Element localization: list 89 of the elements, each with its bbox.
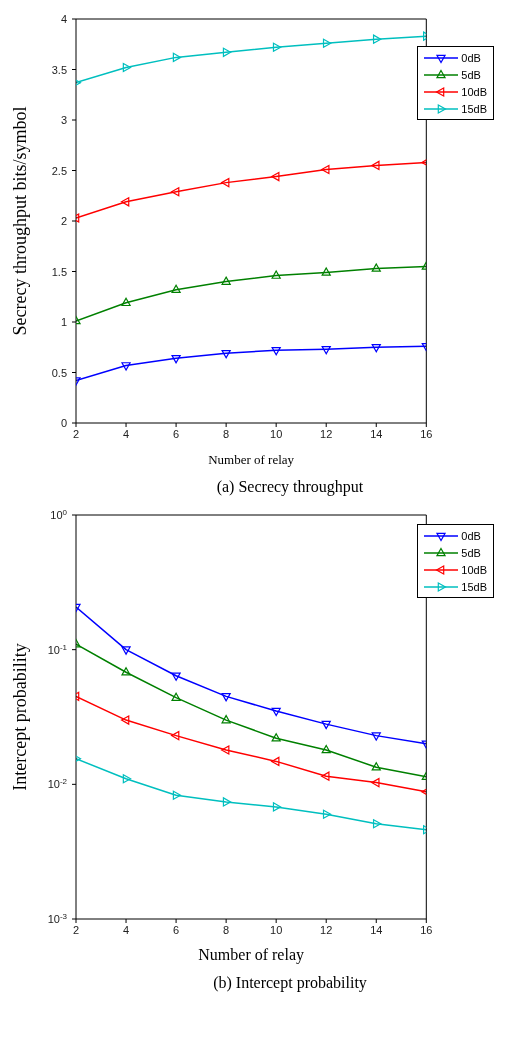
point — [271, 171, 280, 182]
point — [321, 164, 330, 175]
x-axis-title: Number of relay — [208, 452, 295, 467]
x-tick-label: 4 — [122, 923, 130, 936]
point — [271, 756, 280, 767]
y-tick-label: 1.5 — [51, 265, 67, 278]
point — [221, 745, 230, 755]
y-tick-label: 3 — [60, 114, 67, 126]
point — [372, 819, 382, 829]
x-tick-label: 6 — [173, 923, 180, 936]
x-tick-label: 4 — [122, 427, 130, 440]
text: (b) Intercept probability — [212, 974, 368, 992]
point — [171, 692, 181, 701]
x-tick-label: 14 — [370, 427, 383, 440]
legend-label: 5dB — [461, 546, 481, 559]
x-tick-label: 2 — [72, 427, 80, 440]
point — [221, 714, 231, 724]
point — [321, 771, 330, 781]
point — [371, 777, 380, 788]
point — [321, 720, 331, 730]
point — [221, 350, 231, 359]
y-tick-label: 4 — [60, 13, 67, 25]
legend-label: 0dB — [461, 529, 481, 542]
legend-label: 15dB — [461, 580, 487, 593]
y-tick-label: 2.5 — [51, 164, 67, 177]
x-tick-label: 14 — [370, 923, 383, 936]
point — [272, 802, 282, 812]
point — [171, 284, 181, 293]
point — [271, 270, 281, 279]
y-tick-label: 0 — [60, 417, 67, 429]
point — [122, 774, 132, 784]
point — [171, 355, 181, 364]
point — [371, 343, 381, 353]
point — [371, 160, 380, 171]
point — [170, 187, 180, 197]
y-tick-label: 10$^{0}$ — [50, 507, 68, 521]
y-tick-label: 10$^{-3}$ — [47, 911, 68, 925]
x-axis-title: Number of relay — [198, 946, 305, 964]
point — [322, 38, 332, 48]
point — [371, 263, 381, 272]
point — [272, 42, 282, 52]
point — [271, 707, 281, 717]
legend-label: 10dB — [461, 563, 487, 576]
point — [221, 177, 230, 188]
legend-label: 0dB — [461, 51, 481, 64]
text: (a) Secrecy throughput — [215, 478, 365, 496]
point — [322, 809, 332, 819]
point — [271, 346, 281, 356]
x-tick-label: 10 — [270, 427, 283, 440]
y-tick-label: 2 — [60, 215, 67, 227]
point — [222, 47, 232, 57]
legend-label: 10dB — [461, 85, 487, 98]
legend-label: 15dB — [461, 102, 487, 115]
x-tick-label: 8 — [223, 923, 230, 936]
x-tick-label: 12 — [320, 923, 333, 936]
legend-label: 5dB — [461, 68, 481, 81]
point — [321, 744, 331, 754]
point — [371, 732, 381, 741]
y-tick-label: 10$^{-1}$ — [47, 642, 68, 656]
point — [121, 646, 131, 655]
point — [121, 297, 131, 307]
point — [271, 733, 281, 742]
y-tick-label: 10$^{-2}$ — [47, 776, 68, 791]
x-tick-label: 16 — [420, 923, 433, 936]
x-tick-label: 8 — [223, 427, 230, 440]
point — [172, 52, 182, 63]
x-tick-label: 2 — [72, 923, 80, 936]
y-tick-label: 0.5 — [51, 366, 67, 379]
point — [170, 730, 180, 741]
y-axis-title: Intercept probability — [10, 643, 31, 791]
point — [222, 797, 232, 807]
point — [122, 62, 132, 73]
point — [171, 672, 181, 681]
x-tick-label: 12 — [320, 427, 333, 440]
point — [121, 362, 131, 371]
point — [121, 667, 131, 676]
point — [321, 345, 331, 355]
x-tick-label: 10 — [270, 923, 283, 936]
point — [221, 276, 231, 285]
y-axis-title: Secrecy throughput bits/symbol — [10, 106, 31, 336]
point — [172, 790, 182, 800]
point — [372, 34, 382, 44]
y-tick-label: 1 — [60, 316, 67, 328]
point — [221, 693, 231, 702]
point — [321, 267, 331, 276]
y-tick-label: 3.5 — [51, 63, 67, 76]
point — [371, 762, 381, 771]
x-tick-label: 16 — [420, 427, 433, 440]
x-tick-label: 6 — [173, 427, 180, 440]
